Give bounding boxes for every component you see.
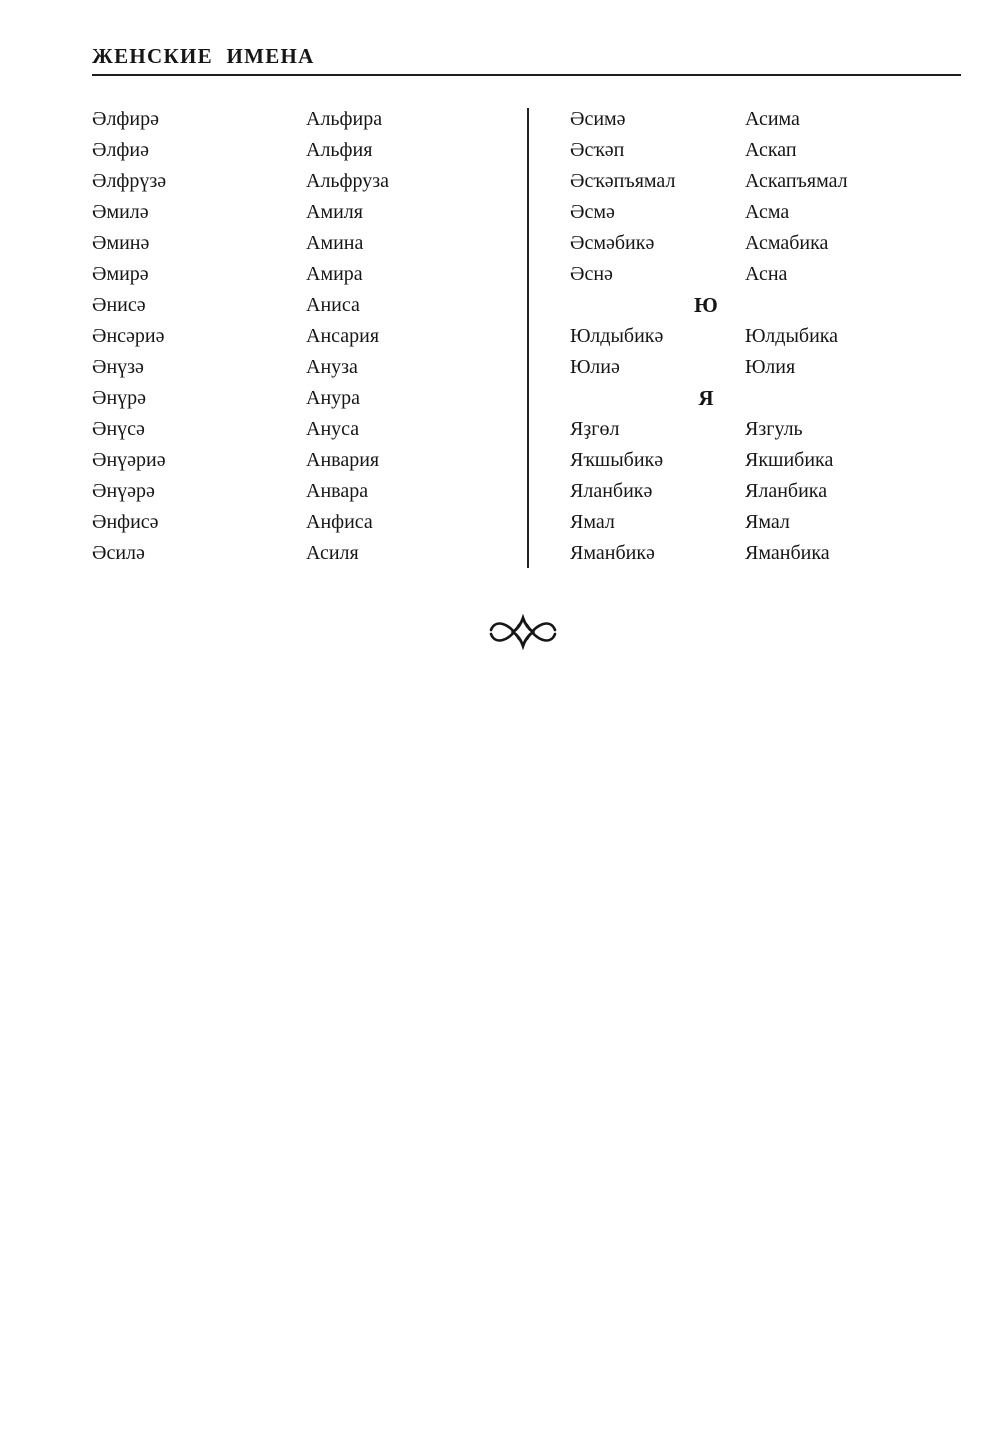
name-pair-row: Ямал Ямал [570,507,880,538]
name-native: Яланбикә [570,480,653,502]
name-russian: Альфия [306,139,373,161]
name-russian: Альфруза [306,170,390,192]
name-russian: Ансария [306,325,380,347]
name-native: Әнүәрә [92,480,155,502]
name-pair-row: Әлфрүзә Альфруза [92,166,522,197]
name-pair-row: Әнфисә Анфиса [92,507,522,538]
name-russian: Анура [306,387,361,409]
name-pair-row: Юлиә Юлия [570,352,880,383]
name-russian: Асмабика [745,232,829,254]
name-native: Әсмә [570,201,615,223]
name-native: Әсмәбикә [570,232,655,254]
flourish-divider-icon [489,614,557,650]
name-russian: Юлдыбика [745,325,839,347]
name-native: Әнсәриә [92,325,165,347]
name-native: Әнфисә [92,511,159,533]
name-russian: Ануза [306,356,358,378]
name-native: Әлфрүзә [92,170,167,192]
name-russian: Анвара [306,480,369,502]
name-pair-row: Әсмә Асма [570,197,880,228]
name-russian: Амира [306,263,363,285]
name-native: Әмирә [92,263,149,285]
left-column: Әлфирә Альфира Әлфиә Альфия Әлфрүзә Альф… [92,104,522,569]
name-pair-row: Юлдыбикә Юлдыбика [570,321,880,352]
name-pair-row: Әминә Амина [92,228,522,259]
name-native: Әнүәриә [92,449,166,471]
name-native: Әсимә [570,108,626,130]
name-pair-row: Әнсәриә Ансария [92,321,522,352]
name-native: Ямал [570,511,615,533]
name-native: Әнүрә [92,387,147,409]
name-pair-row: Әмилә Амиля [92,197,522,228]
section-letter-row: Я [570,383,842,414]
name-pair-row: Әмирә Амира [92,259,522,290]
column-divider [527,108,529,568]
name-russian: Асна [745,263,788,285]
name-russian: Ануса [306,418,360,440]
name-native: Әлфирә [92,108,159,130]
name-pair-row: Әсҡәпъямал Аскапъямал [570,166,880,197]
name-russian: Аниса [306,294,360,316]
name-native: Әснә [570,263,613,285]
name-russian: Альфира [306,108,383,130]
name-native: Әнисә [92,294,146,316]
name-pair-row: Әнүсә Ануса [92,414,522,445]
name-native: Әнүсә [92,418,145,440]
name-pair-row: Әсилә Асиля [92,538,522,569]
section-letter-row: Ю [570,290,842,321]
name-russian: Анфиса [306,511,373,533]
name-russian: Аскапъямал [745,170,848,192]
name-russian: Ямал [745,511,790,533]
name-native: Яҙгөл [570,418,620,440]
section-letter: Ю [694,293,718,317]
name-pair-row: Әлфиә Альфия [92,135,522,166]
name-pair-row: Яҡшыбикә Якшибика [570,445,880,476]
name-pair-row: Яманбикә Яманбика [570,538,880,569]
name-pair-row: Әснә Асна [570,259,880,290]
name-russian: Юлия [745,356,796,378]
name-pair-row: Әнүәриә Анвария [92,445,522,476]
name-pair-row: Яҙгөл Язгуль [570,414,880,445]
name-native: Юлиә [570,356,620,378]
name-native: Әминә [92,232,150,254]
name-native: Әсилә [92,542,145,564]
name-pair-row: Әнүзә Ануза [92,352,522,383]
name-pair-row: Әлфирә Альфира [92,104,522,135]
name-pair-row: Әнүәрә Анвара [92,476,522,507]
name-native: Яманбикә [570,542,655,564]
name-native: Әсҡәпъямал [570,170,676,192]
name-russian: Анвария [306,449,380,471]
name-native: Әлфиә [92,139,149,161]
name-russian: Язгуль [745,418,803,440]
name-pair-row: Яланбикә Яланбика [570,476,880,507]
section-letter: Я [698,386,714,410]
name-pair-row: Әнисә Аниса [92,290,522,321]
right-column: Әсимә Асима Әсҡәп Аскап Әсҡәпъямал Аскап… [570,104,880,569]
name-russian: Асма [745,201,790,223]
name-pair-row: Әнүрә Анура [92,383,522,414]
header-rule [92,74,961,76]
name-russian: Яманбика [745,542,830,564]
name-pair-row: Әсмәбикә Асмабика [570,228,880,259]
name-russian: Асима [745,108,800,130]
name-russian: Якшибика [745,449,834,471]
name-native: Әмилә [92,201,149,223]
name-russian: Амина [306,232,364,254]
name-native: Юлдыбикә [570,325,664,347]
name-russian: Амиля [306,201,363,223]
name-native: Яҡшыбикә [570,449,664,471]
name-pair-row: Әсимә Асима [570,104,880,135]
name-native: Әнүзә [92,356,144,378]
name-pair-row: Әсҡәп Аскап [570,135,880,166]
name-russian: Асиля [306,542,359,564]
name-native: Әсҡәп [570,139,625,161]
page-title: ЖЕНСКИЕ ИМЕНА [92,44,315,68]
name-russian: Аскап [745,139,797,161]
name-russian: Яланбика [745,480,828,502]
